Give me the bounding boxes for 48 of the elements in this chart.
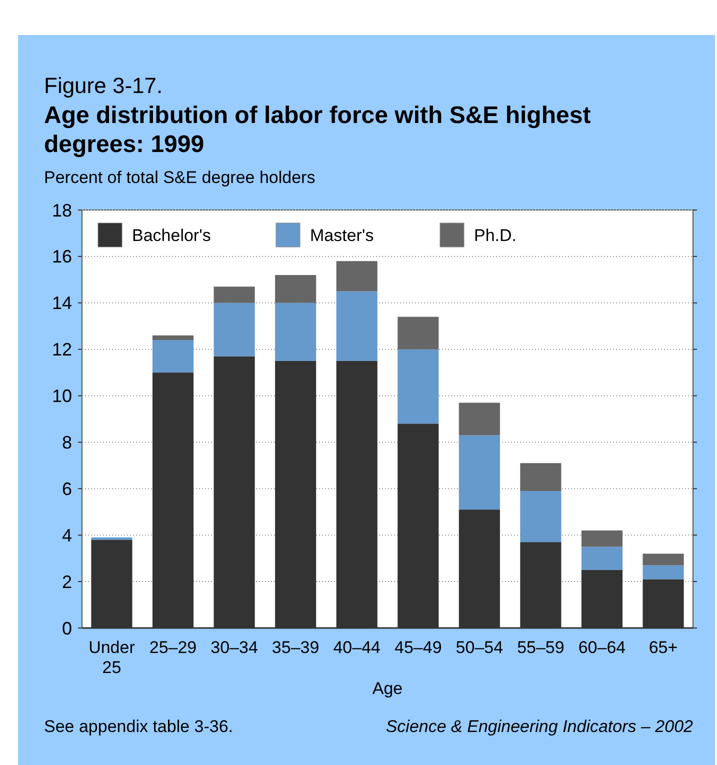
bar <box>642 554 684 566</box>
bar <box>336 291 378 361</box>
x-tick-label: 50–54 <box>456 638 504 657</box>
chart-title: Figure 3-17. <box>44 73 163 98</box>
x-tick-label: 60–64 <box>578 638 626 657</box>
legend-label: Ph.D. <box>474 226 517 245</box>
bar <box>581 546 623 570</box>
x-tick-label: 45–49 <box>394 638 442 657</box>
bar <box>520 463 562 491</box>
x-tick-label: 40–44 <box>333 638 380 657</box>
y-tick-label: 8 <box>62 432 72 453</box>
y-tick-label: 0 <box>62 618 72 638</box>
bar <box>398 316 439 350</box>
y-tick-label: 18 <box>52 200 72 220</box>
x-tick-label: 25–29 <box>149 638 197 657</box>
bar <box>214 286 255 303</box>
bar <box>91 537 132 540</box>
bar <box>152 340 194 373</box>
x-tick-label: 65+ <box>648 638 678 657</box>
bar <box>458 435 500 510</box>
bar <box>520 490 562 542</box>
y-tick-label: 4 <box>62 525 72 546</box>
y-tick-label: 12 <box>52 340 72 360</box>
bar <box>581 530 623 547</box>
y-tick-label: 2 <box>62 572 72 592</box>
y-tick-label: 6 <box>62 478 72 499</box>
bar <box>275 302 316 361</box>
legend-label: Bachelor's <box>132 226 211 245</box>
bar <box>152 335 194 340</box>
x-tick-label: 35–39 <box>272 638 320 657</box>
chart-subtitle: Age distribution of labor force with S&E highest degrees: 1999 <box>44 102 591 158</box>
y-tick-label: 16 <box>52 246 72 267</box>
bar <box>642 565 684 580</box>
bar <box>214 302 255 356</box>
x-tick-label: 30–34 <box>210 638 258 657</box>
x-tick-label: Under 25 <box>88 638 136 677</box>
text: Science & Engineering Indicators – 2002 <box>386 717 694 736</box>
legend-label: Master's <box>310 226 374 245</box>
bar <box>275 275 316 303</box>
text: See appendix table 3-36. <box>44 717 234 736</box>
x-axis-title: Age <box>372 679 403 698</box>
bar <box>398 349 439 424</box>
y-axis-title: Percent of total S&E degree holders <box>44 168 316 187</box>
bar <box>458 402 500 436</box>
bar <box>336 261 378 292</box>
y-tick-label: 10 <box>52 386 72 406</box>
x-tick-label: 55–59 <box>517 638 564 657</box>
y-tick-label: 14 <box>52 293 72 314</box>
